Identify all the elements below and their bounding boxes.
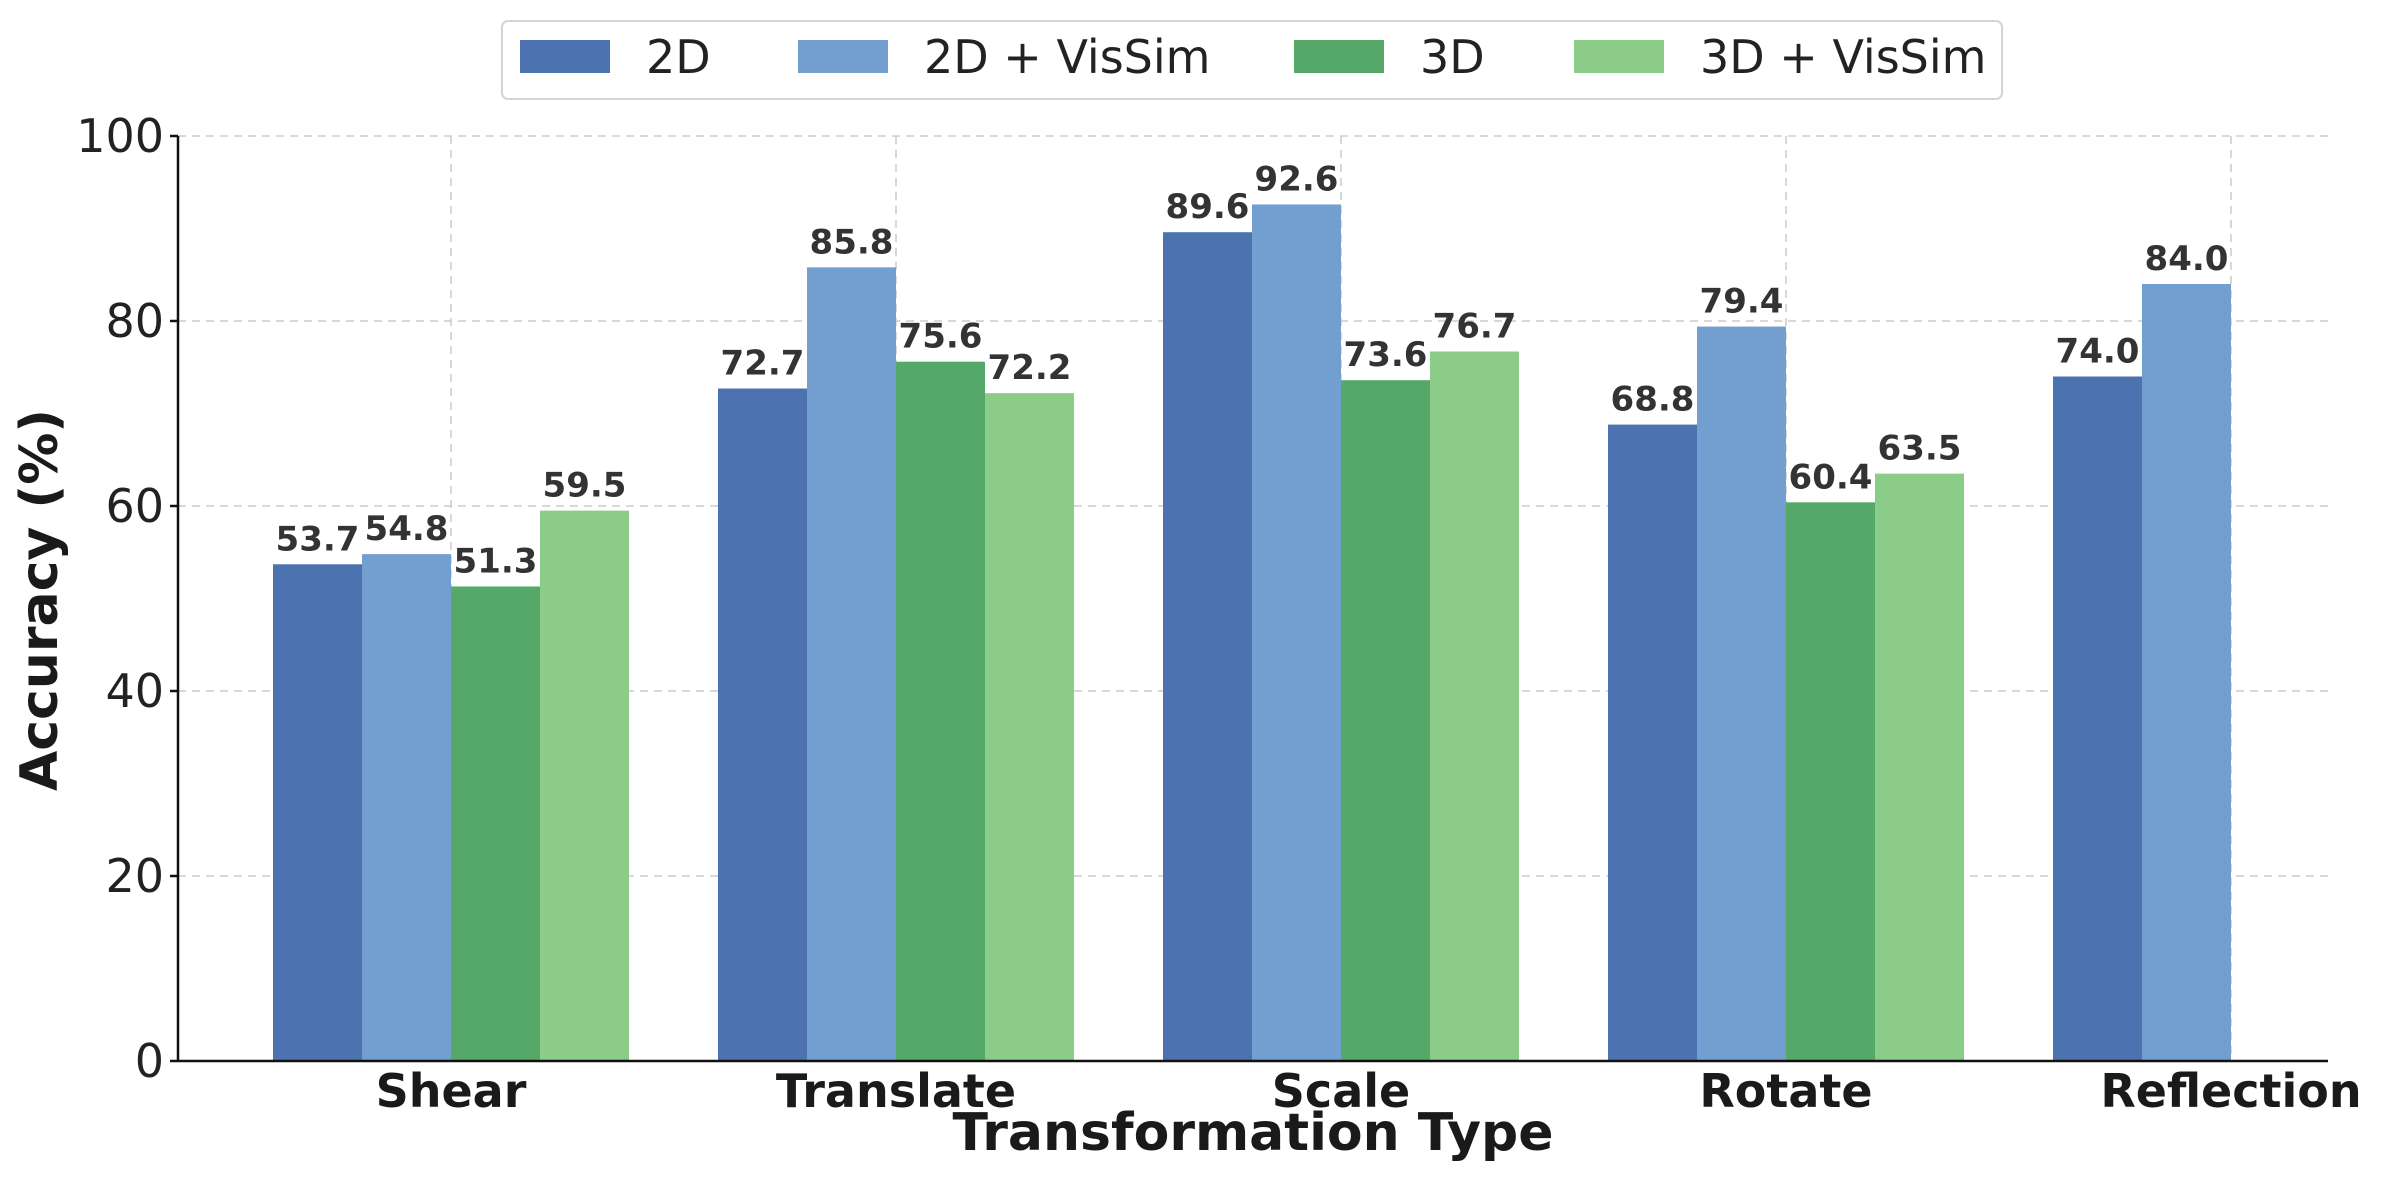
bar-value-label: 60.4 xyxy=(1789,457,1873,497)
y-tick-label: 60 xyxy=(105,479,164,533)
bar-value-label: 63.5 xyxy=(1878,429,1962,469)
axes: 0 20 40 60 80 100 Shear Translate Scale Rotate Ref… xyxy=(76,109,2361,1118)
bar xyxy=(362,554,451,1061)
bar xyxy=(1608,424,1697,1062)
bar xyxy=(273,564,362,1061)
legend-swatch xyxy=(1294,40,1384,73)
legend-label: 2D xyxy=(646,30,711,84)
bar xyxy=(2142,284,2231,1061)
bar xyxy=(1786,502,1875,1061)
y-tick-label: 0 xyxy=(135,1034,164,1088)
bar xyxy=(1341,380,1430,1061)
bar xyxy=(1252,204,1341,1061)
y-tick-label: 80 xyxy=(105,294,164,348)
x-tick-label: Translate xyxy=(776,1064,1016,1118)
bars xyxy=(273,204,2231,1062)
bar-value-label: 85.8 xyxy=(810,222,894,262)
bar xyxy=(1697,326,1786,1061)
bar-value-label: 89.6 xyxy=(1166,187,1250,227)
y-tick-label: 40 xyxy=(105,664,164,718)
legend-swatch xyxy=(798,40,888,73)
bar-value-label: 76.7 xyxy=(1433,307,1517,347)
bar-value-label: 74.0 xyxy=(2056,332,2140,372)
bar-value-label: 73.6 xyxy=(1344,335,1428,375)
bar-value-label: 79.4 xyxy=(1700,282,1784,322)
bar xyxy=(896,361,985,1061)
bar-value-label: 54.8 xyxy=(365,509,449,549)
bar-value-label: 51.3 xyxy=(454,541,538,581)
data-labels: 53.7 72.7 89.6 68.8 74.0 54.8 85.8 92.6 79.4 84.0… xyxy=(276,159,2229,581)
legend-label: 3D xyxy=(1420,30,1485,84)
legend-label: 3D + VisSim xyxy=(1700,30,1986,84)
bar xyxy=(1163,232,1252,1061)
bar-value-label: 84.0 xyxy=(2145,239,2229,279)
bar xyxy=(2053,376,2142,1061)
x-tick-label: Reflection xyxy=(2100,1064,2361,1118)
bar-value-label: 68.8 xyxy=(1611,380,1695,420)
bar xyxy=(985,393,1074,1061)
x-tick-label: Shear xyxy=(376,1064,527,1118)
x-tick-label: Rotate xyxy=(1699,1064,1872,1118)
bar xyxy=(540,510,629,1061)
x-axis-title: Transformation Type xyxy=(953,1103,1554,1163)
bar-value-label: 75.6 xyxy=(899,317,983,357)
bar xyxy=(1875,473,1964,1061)
y-axis-title: Accuracy (%) xyxy=(10,409,70,791)
y-tick-label: 100 xyxy=(76,109,164,163)
bar-value-label: 72.2 xyxy=(988,348,1072,388)
bar-value-label: 72.7 xyxy=(721,344,805,384)
bar-value-label: 53.7 xyxy=(276,519,360,559)
legend: 2D 2D + VisSim 3D 3D + VisSim xyxy=(501,20,2003,100)
bar xyxy=(807,267,896,1062)
bar xyxy=(718,388,807,1061)
legend-label: 2D + VisSim xyxy=(924,30,1210,84)
legend-swatch xyxy=(520,40,610,73)
bar xyxy=(1430,351,1519,1061)
bar xyxy=(451,586,540,1061)
x-tick-label: Scale xyxy=(1272,1064,1410,1118)
legend-swatch xyxy=(1574,40,1664,73)
y-tick-label: 20 xyxy=(105,849,164,903)
bar-value-label: 92.6 xyxy=(1255,159,1339,199)
bar-value-label: 59.5 xyxy=(543,466,627,506)
